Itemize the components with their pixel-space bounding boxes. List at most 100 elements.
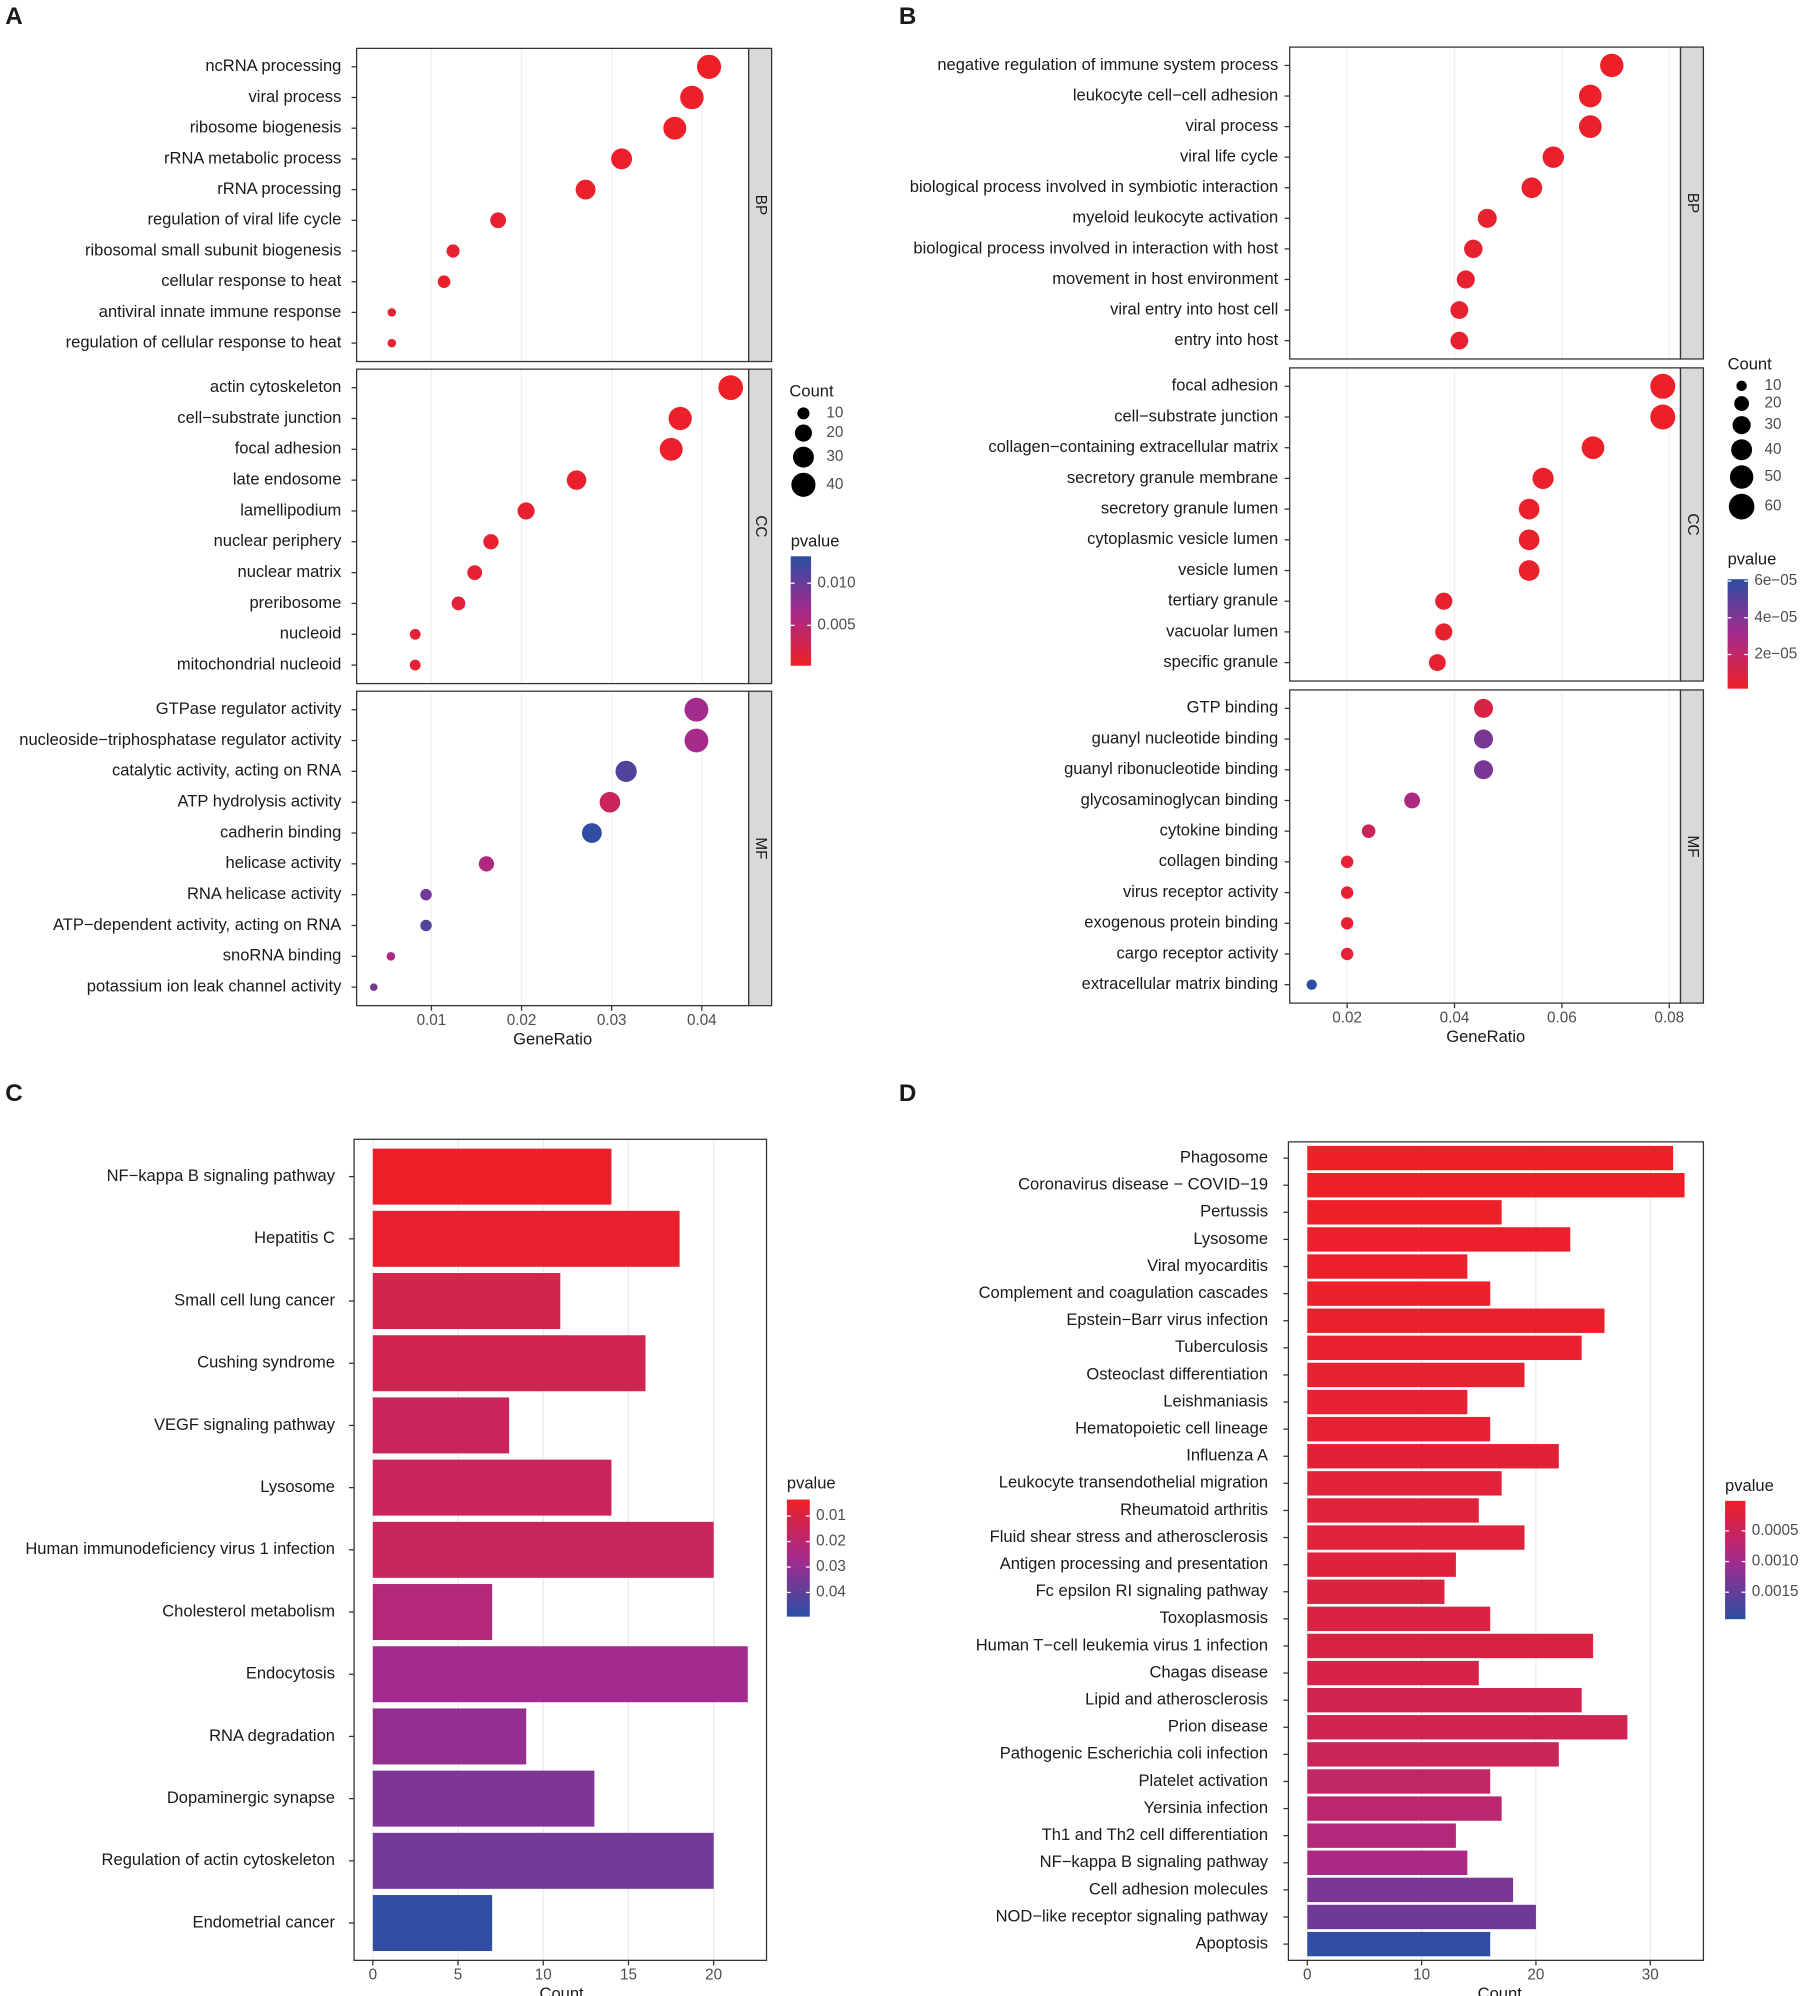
term-label: actin cytoskeleton bbox=[210, 377, 341, 396]
dot bbox=[1477, 208, 1497, 228]
dot bbox=[575, 179, 596, 200]
term-label: potassium ion leak channel activity bbox=[87, 977, 342, 996]
x-axis-label: GeneRatio bbox=[513, 1029, 592, 1048]
category-label: Viral myocarditis bbox=[1147, 1256, 1268, 1275]
x-tick-label: 10 bbox=[535, 1967, 552, 1984]
dot bbox=[437, 275, 451, 289]
category-label: Pertussis bbox=[1200, 1202, 1268, 1221]
x-tick-label: 10 bbox=[1413, 1967, 1430, 1984]
color-bar bbox=[1725, 1500, 1746, 1620]
size-legend-dot bbox=[797, 407, 810, 420]
term-label: ATP−dependent activity, acting on RNA bbox=[53, 915, 341, 934]
x-axis-label: Count bbox=[540, 1984, 585, 1996]
term-label: cytokine binding bbox=[1160, 821, 1279, 840]
category-label: Platelet activation bbox=[1138, 1771, 1268, 1790]
color-bar bbox=[786, 1499, 810, 1617]
term-label: cytoplasmic vesicle lumen bbox=[1087, 529, 1278, 548]
dot bbox=[1578, 115, 1602, 138]
dot bbox=[581, 823, 602, 843]
x-tick-label: 15 bbox=[620, 1967, 637, 1984]
color-legend-title: pvalue bbox=[787, 1474, 836, 1493]
size-legend-dot bbox=[791, 472, 816, 497]
panel-label: A bbox=[5, 3, 22, 30]
term-label: cell−substrate junction bbox=[1114, 406, 1278, 425]
category-label: Rheumatoid arthritis bbox=[1120, 1500, 1268, 1519]
term-label: nucleoid bbox=[280, 624, 342, 643]
category-label: Antigen processing and presentation bbox=[1000, 1554, 1268, 1573]
dot bbox=[1518, 498, 1540, 520]
size-legend-dot bbox=[1728, 493, 1755, 520]
dot bbox=[490, 212, 507, 229]
term-label: exogenous protein binding bbox=[1084, 913, 1278, 932]
term-label: secretory granule membrane bbox=[1067, 468, 1278, 487]
category-label: Leukocyte transendothelial migration bbox=[999, 1473, 1268, 1492]
dot bbox=[420, 888, 432, 901]
x-tick-label: 0.04 bbox=[687, 1012, 717, 1029]
facet-panel bbox=[356, 691, 749, 1006]
dot bbox=[1473, 698, 1494, 718]
dot bbox=[1464, 239, 1483, 259]
category-label: Influenza A bbox=[1186, 1446, 1268, 1465]
dot bbox=[517, 502, 535, 520]
color-bar-label: 0.005 bbox=[817, 616, 855, 633]
bar bbox=[372, 1708, 527, 1765]
plot-border bbox=[1287, 1141, 1705, 1961]
term-label: virus receptor activity bbox=[1123, 882, 1279, 901]
x-tick-label: 0.03 bbox=[597, 1012, 627, 1029]
term-label: collagen−containing extracellular matrix bbox=[988, 437, 1279, 456]
panel-label: B bbox=[899, 3, 916, 30]
dot bbox=[680, 85, 704, 110]
bar bbox=[1307, 1308, 1605, 1333]
term-label: viral process bbox=[249, 87, 342, 106]
x-tick-label: 0.08 bbox=[1654, 1009, 1684, 1026]
bar bbox=[1307, 1579, 1445, 1604]
bar bbox=[372, 1148, 612, 1205]
x-tick-label: 0.02 bbox=[1332, 1009, 1362, 1026]
category-label: Prion disease bbox=[1168, 1717, 1268, 1736]
dot bbox=[615, 760, 637, 782]
category-label: Toxoplasmosis bbox=[1160, 1608, 1268, 1627]
dot bbox=[1650, 373, 1676, 399]
dot bbox=[566, 470, 587, 490]
bar bbox=[372, 1646, 748, 1703]
plot-border bbox=[353, 1138, 768, 1961]
dot bbox=[446, 244, 460, 258]
category-label: Apoptosis bbox=[1195, 1933, 1268, 1952]
dot bbox=[1404, 792, 1421, 809]
term-label: regulation of viral life cycle bbox=[147, 210, 341, 229]
dot bbox=[1340, 917, 1354, 930]
x-tick-label: 0.06 bbox=[1547, 1009, 1577, 1026]
category-label: Cholesterol metabolism bbox=[162, 1601, 335, 1620]
category-label: Osteoclast differentiation bbox=[1086, 1364, 1268, 1383]
size-legend-label: 40 bbox=[1765, 441, 1782, 458]
color-bar-label: 0.01 bbox=[816, 1507, 846, 1524]
size-legend-dot bbox=[1734, 396, 1750, 411]
size-legend-label: 50 bbox=[1765, 468, 1782, 485]
size-legend-dot bbox=[1729, 465, 1754, 489]
facet-label: BP bbox=[752, 195, 769, 215]
term-label: rRNA metabolic process bbox=[164, 148, 341, 167]
bar bbox=[1307, 1823, 1456, 1848]
color-legend-title: pvalue bbox=[1728, 549, 1777, 568]
size-legend-label: 30 bbox=[1765, 416, 1782, 433]
bar bbox=[1307, 1715, 1628, 1740]
dot bbox=[1532, 467, 1554, 490]
category-label: Th1 and Th2 cell differentiation bbox=[1042, 1825, 1268, 1844]
dot bbox=[1542, 146, 1565, 168]
facet-strip bbox=[1679, 46, 1705, 360]
size-legend-label: 20 bbox=[826, 424, 843, 441]
dot bbox=[467, 565, 483, 581]
color-bar-label: 6e−05 bbox=[1754, 572, 1797, 589]
x-tick-label: 0.01 bbox=[417, 1012, 447, 1029]
size-legend-title: Count bbox=[1728, 355, 1773, 374]
color-bar-label: 0.010 bbox=[817, 574, 855, 591]
color-bar-label: 0.0010 bbox=[1752, 1553, 1799, 1570]
x-tick-label: 0.04 bbox=[1440, 1009, 1470, 1026]
category-label: Phagosome bbox=[1180, 1147, 1268, 1166]
term-label: mitochondrial nucleoid bbox=[177, 654, 342, 673]
dot bbox=[668, 406, 692, 431]
dot bbox=[1340, 886, 1354, 899]
term-label: extracellular matrix binding bbox=[1082, 974, 1279, 993]
category-label: NOD−like receptor signaling pathway bbox=[996, 1906, 1269, 1925]
facet-label: MF bbox=[1684, 835, 1701, 857]
